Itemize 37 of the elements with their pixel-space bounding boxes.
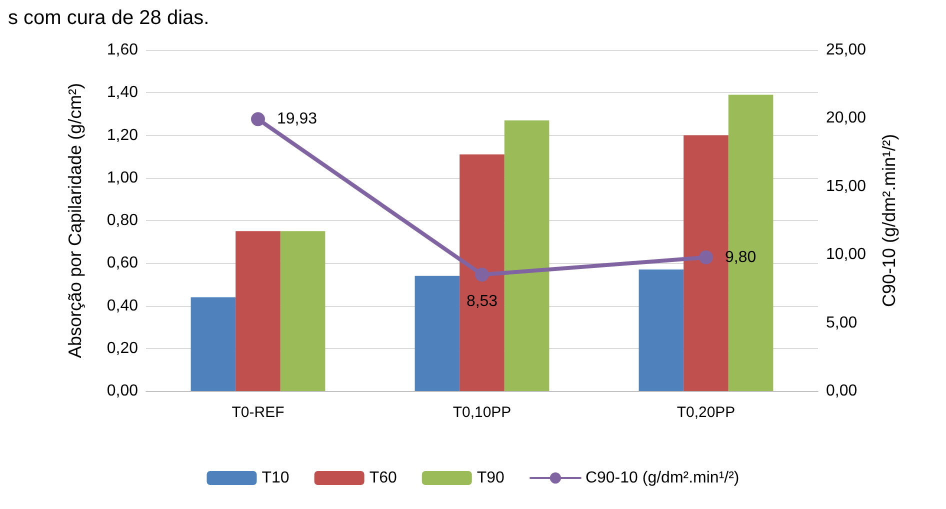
y2-tick-label: 0,00 bbox=[826, 382, 858, 400]
x-tick-label: T0,10PP bbox=[452, 404, 512, 421]
data-label: 8,53 bbox=[466, 293, 498, 310]
y-tick-label: 1,20 bbox=[106, 126, 138, 144]
y-tick-label: 0,80 bbox=[106, 212, 138, 229]
y2-tick-label: 5,00 bbox=[826, 314, 858, 332]
bar bbox=[460, 154, 504, 391]
bar bbox=[504, 120, 550, 391]
y-tick-label: 1,60 bbox=[106, 42, 138, 58]
y-tick-label: 1,00 bbox=[106, 169, 138, 186]
y2-tick-label: 15,00 bbox=[826, 178, 866, 195]
y2-axis-title: C90-10 (g/dm².min¹/²) bbox=[879, 134, 899, 308]
x-tick-label: T0,20PP bbox=[676, 404, 736, 421]
y2-tick-label: 10,00 bbox=[826, 246, 866, 264]
y-tick-label: 0,60 bbox=[106, 254, 138, 272]
point bbox=[251, 112, 265, 126]
legend-label: T60 bbox=[369, 470, 397, 486]
bar bbox=[280, 231, 326, 391]
y2-tick-label: 20,00 bbox=[826, 110, 866, 127]
bar bbox=[236, 231, 280, 391]
legend-label: T10 bbox=[262, 470, 290, 486]
x-tick-label: T0-REF bbox=[232, 404, 284, 421]
bar bbox=[190, 297, 236, 391]
y2-tick-label: 25,00 bbox=[826, 42, 866, 58]
bar bbox=[414, 276, 460, 391]
data-label: 19,93 bbox=[277, 110, 318, 128]
text: s com cura de 28 dias. bbox=[8, 7, 210, 29]
y-tick-label: 1,40 bbox=[106, 84, 138, 102]
y-tick-label: 0,40 bbox=[106, 297, 138, 314]
legend-label: T90 bbox=[476, 470, 505, 486]
y-axis-title: Absorção por Capilaridade (g/cm²) bbox=[65, 82, 85, 358]
legend-label: C90-10 (g/dm².min¹/²) bbox=[585, 470, 740, 486]
y-tick-label: 0,00 bbox=[106, 382, 138, 400]
point bbox=[699, 250, 713, 264]
bar bbox=[638, 270, 684, 391]
point bbox=[475, 268, 489, 282]
y-tick-label: 0,20 bbox=[106, 340, 138, 357]
